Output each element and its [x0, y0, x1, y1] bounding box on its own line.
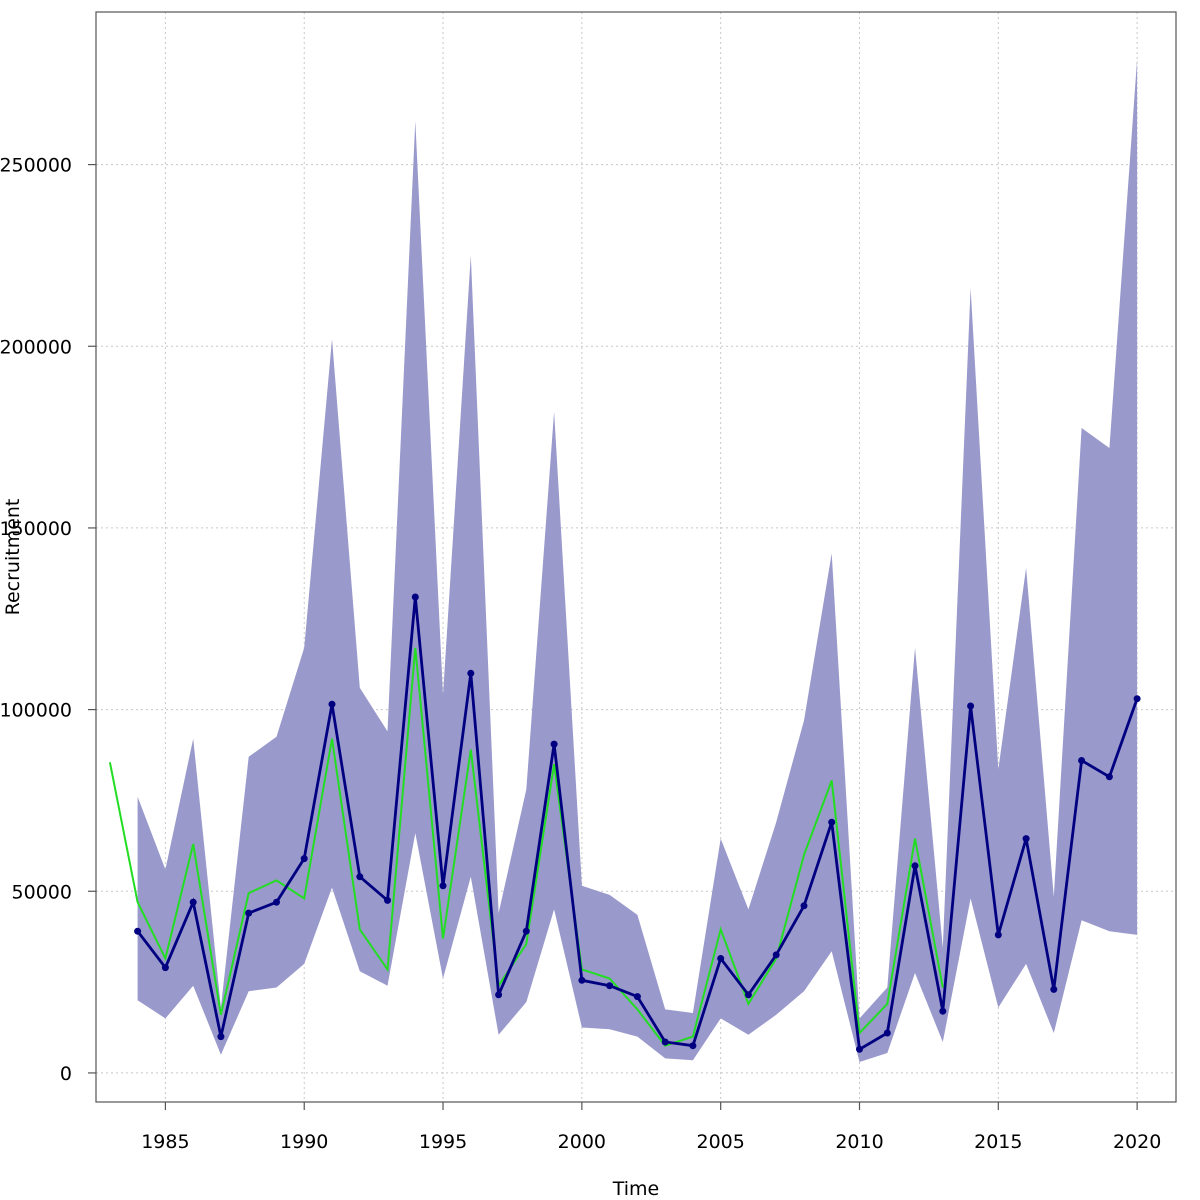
- estimate-point: [856, 1045, 863, 1053]
- estimate-point: [217, 1033, 225, 1041]
- observed-series: [108, 647, 944, 1047]
- plot-frame: [95, 11, 1177, 1103]
- estimate-point: [134, 927, 142, 935]
- estimate-point: [245, 909, 253, 917]
- y-tick-label: 200000: [0, 336, 72, 358]
- y-tick-label: 0: [60, 1063, 72, 1085]
- estimate-point: [828, 818, 836, 826]
- estimate-point: [1133, 695, 1141, 703]
- y-tick-label: 50000: [12, 881, 72, 903]
- estimate-point: [578, 976, 586, 984]
- x-tick-label: 2020: [1113, 1131, 1161, 1153]
- estimate-point: [411, 593, 419, 601]
- estimate-point: [1050, 985, 1058, 993]
- estimate-point: [633, 993, 641, 1001]
- estimate-point: [384, 896, 391, 904]
- estimate-point: [994, 931, 1002, 939]
- estimate-point: [189, 898, 197, 906]
- estimate-point: [161, 964, 169, 972]
- estimate-series: [134, 593, 1141, 1053]
- x-tick-label: 1990: [280, 1131, 328, 1153]
- estimate-point: [273, 898, 280, 906]
- y-tick-label: 100000: [0, 700, 72, 722]
- estimate-point: [550, 740, 558, 748]
- estimate-point: [467, 669, 475, 677]
- x-tick-label: 2005: [696, 1131, 744, 1153]
- estimate-point: [439, 882, 447, 890]
- x-tick-label: 1985: [141, 1131, 189, 1153]
- estimate-point: [328, 700, 336, 708]
- x-tick-label: 1995: [419, 1131, 467, 1153]
- y-tick-label: 150000: [0, 518, 72, 540]
- estimate-point: [661, 1038, 669, 1046]
- estimate-point: [606, 982, 614, 990]
- observed-line: [108, 647, 944, 1047]
- estimate-point: [883, 1029, 891, 1037]
- estimate-point: [356, 873, 364, 881]
- estimate-point: [800, 902, 808, 910]
- estimate-point: [689, 1042, 697, 1050]
- x-tick-label: 2000: [558, 1131, 606, 1153]
- estimate-point: [939, 1007, 947, 1015]
- x-axis: 1985 1990 1995 2000 2005 2010 2015 2020: [141, 1102, 1161, 1153]
- grid-lines: [96, 12, 1176, 1102]
- estimate-point: [911, 862, 919, 870]
- y-axis: 0 50000 100000 150000 200000 250000: [0, 155, 96, 1085]
- estimate-point: [967, 702, 975, 710]
- estimate-point: [744, 991, 752, 999]
- x-axis-title: Time: [612, 1178, 660, 1200]
- estimate-point: [495, 991, 503, 999]
- y-tick-label: 250000: [0, 155, 72, 177]
- estimate-point: [1078, 757, 1086, 764]
- estimate-point: [522, 927, 530, 935]
- y-axis-title: Recruitment: [2, 499, 24, 616]
- estimate-point: [1105, 773, 1113, 781]
- estimate-point: [772, 951, 780, 959]
- x-tick-label: 2010: [835, 1131, 883, 1153]
- estimate-point: [1022, 835, 1030, 843]
- confidence-band-area: [137, 59, 1138, 1062]
- estimate-point: [717, 955, 725, 962]
- x-tick-label: 2015: [974, 1131, 1022, 1153]
- estimate-point: [300, 855, 308, 863]
- confidence-band: [137, 59, 1138, 1062]
